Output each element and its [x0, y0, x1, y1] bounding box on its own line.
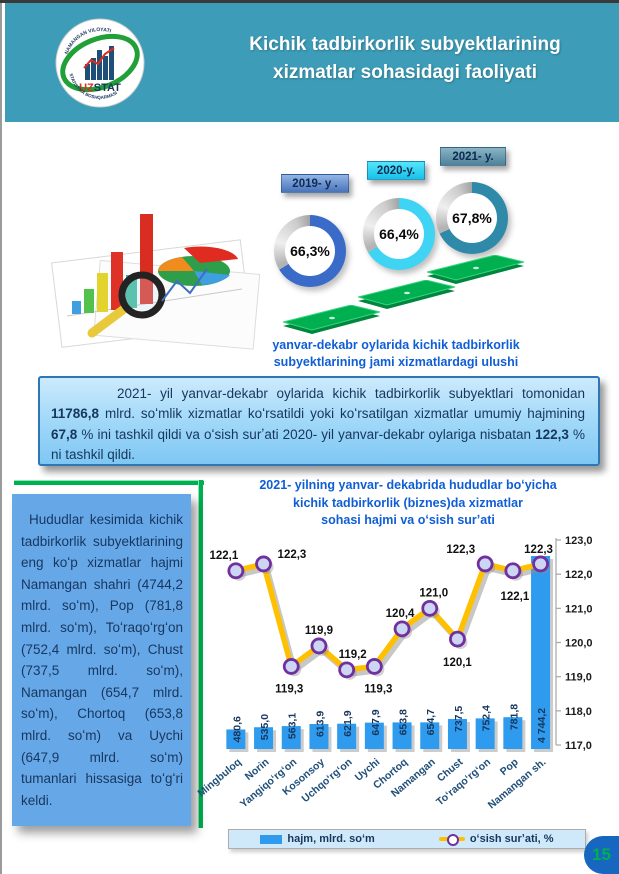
svg-text:119,0: 119,0 [565, 672, 592, 684]
chart-clipart-image [51, 214, 261, 350]
year-tab-2020: 2020-y. [367, 161, 425, 180]
svg-text:563,1: 563,1 [287, 713, 299, 739]
donut-2019-value: 66,3% [290, 243, 330, 259]
donut-2020-hole [374, 209, 424, 259]
svg-text:120,1: 120,1 [443, 657, 472, 669]
chart-title-line1: 2021- yilning yanvar- dekabrida hududlar… [259, 478, 557, 492]
svg-text:654,7: 654,7 [425, 709, 437, 735]
svg-text:121,0: 121,0 [419, 587, 448, 599]
donut-2021-value: 67,8% [452, 210, 492, 226]
summary-text: 2021- yil yanvar-dekabr oylarida kichik … [51, 386, 585, 462]
svg-text:122,1: 122,1 [500, 591, 529, 603]
year-tab-2021-label: 2021- y. [452, 150, 494, 163]
svg-text:4 744,2: 4 744,2 [536, 708, 548, 743]
svg-text:120,4: 120,4 [386, 608, 415, 620]
bar-swatch-icon [260, 834, 283, 844]
sidebar-frame-right [198, 480, 203, 828]
uzstat-logo: UZSTAT NAMANGAN VILOYATI STATISTIKA BOSH… [55, 18, 145, 108]
svg-text:122,3: 122,3 [524, 544, 553, 556]
legend-item-bar: hajm, mlrd. soʻm [260, 833, 375, 845]
sidebar-text: Hududlar kesimida kichik tadbirkorlik su… [21, 512, 183, 808]
summary-box: 2021- yil yanvar-dekabr oylarida kichik … [38, 376, 600, 466]
svg-text:122,1: 122,1 [209, 550, 238, 562]
year-tab-2019-label: 2019- y . [292, 177, 338, 190]
svg-text:118,0: 118,0 [565, 706, 592, 718]
clipart-pie [158, 246, 238, 286]
year-tab-2020-label: 2020-y. [376, 164, 416, 177]
donut-2019-hole [285, 226, 335, 276]
clipart-bars [72, 214, 153, 314]
svg-text:121,0: 121,0 [565, 603, 593, 615]
svg-text:119,2: 119,2 [339, 649, 367, 661]
legend-line-label: oʻsish surʼati, % [469, 833, 554, 845]
page-title-line2: xizmatlar sohasidagi faoliyati [273, 61, 537, 83]
donut-2019: 66,3% [274, 215, 346, 287]
svg-text:122,0: 122,0 [565, 569, 593, 581]
donut-caption: yanvar-dekabr oylarida kichik tadbirkorl… [256, 337, 536, 371]
donut-2021: 67,8% [436, 182, 508, 254]
page-number-badge: 15 [584, 836, 619, 874]
clipart-magnifier [87, 271, 166, 338]
donut-caption-line2: subyektlarining jami xizmatlardagi ulush… [273, 354, 519, 369]
header-band: UZSTAT NAMANGAN VILOYATI STATISTIKA BOSH… [5, 3, 619, 122]
svg-text:119,3: 119,3 [275, 683, 303, 695]
donut-caption-line1: yanvar-dekabr oylarida kichik tadbirkorl… [272, 338, 520, 352]
donut-2020-value: 66,4% [379, 226, 419, 242]
logo-bar-chart [83, 46, 115, 80]
svg-text:120,0: 120,0 [565, 638, 593, 650]
legend-bar-label: hajm, mlrd. soʻm [287, 833, 375, 845]
svg-text:613,9: 613,9 [314, 711, 326, 737]
donut-2021-hole [447, 193, 497, 243]
logo-uzstat-text: UZSTAT [79, 82, 121, 94]
svg-text:480,6: 480,6 [231, 716, 243, 742]
chart-title: 2021- yilning yanvar- dekabrida hududlar… [212, 477, 604, 530]
year-tab-2019: 2019- y . [281, 174, 349, 193]
donut-2020: 66,4% [363, 198, 435, 270]
platform-3d [283, 305, 381, 334]
platform-3d [358, 280, 456, 309]
chart-legend: hajm, mlrd. soʻm oʻsish surʼati, % [228, 829, 586, 849]
logo-green-swoosh [60, 33, 140, 93]
page-left-border [0, 3, 2, 874]
svg-text:123,0: 123,0 [565, 535, 593, 547]
chart-title-line2: kichik tadbirkorlik (biznes)da xizmatlar [293, 495, 523, 510]
svg-text:781,8: 781,8 [508, 704, 520, 730]
svg-text:737,5: 737,5 [453, 706, 465, 732]
svg-text:122,3: 122,3 [278, 549, 307, 561]
svg-text:117,0: 117,0 [565, 740, 592, 752]
logo-red-trend-line [83, 47, 115, 69]
chart-title-line3: sohasi hajmi va oʻsish surʼati [321, 513, 495, 527]
svg-text:653,8: 653,8 [398, 709, 410, 735]
svg-text:752,4: 752,4 [481, 705, 493, 731]
legend-item-line: oʻsish surʼati, % [438, 833, 554, 846]
combo-chart: 123,0 122,0 121,0 120,0 119,0 118,0 117,0 480,6… [195, 535, 593, 811]
sidebar-box: Hududlar kesimida kichik tadbirkorlik su… [12, 494, 191, 826]
svg-text:122,3: 122,3 [446, 544, 475, 556]
page-title-line1: Kichik tadbirkorlik subyektlarining [249, 34, 561, 55]
svg-text:621,9: 621,9 [342, 710, 354, 736]
svg-text:647,9: 647,9 [370, 709, 382, 735]
year-tab-2021: 2021- y. [440, 147, 506, 166]
platform-3d [427, 255, 525, 284]
page-number: 15 [592, 845, 611, 864]
line-marker-icon [438, 834, 465, 846]
svg-text:535,0: 535,0 [259, 714, 271, 740]
page-title: Kichik tadbirkorlik subyektlarining xizm… [200, 31, 610, 86]
svg-text:119,9: 119,9 [305, 625, 333, 637]
sidebar-frame-top [14, 480, 204, 485]
svg-text:119,3: 119,3 [364, 683, 392, 695]
